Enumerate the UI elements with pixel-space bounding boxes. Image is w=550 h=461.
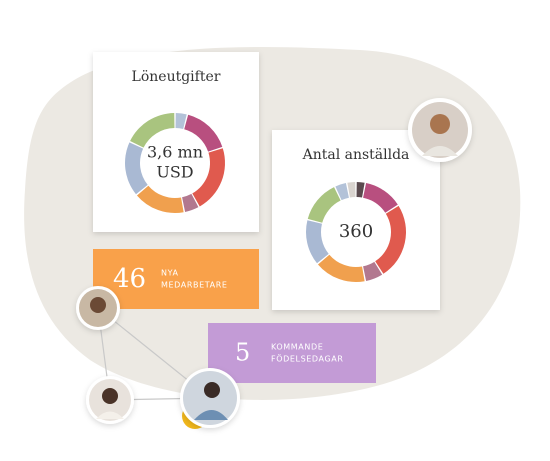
donut-segment — [317, 254, 365, 282]
stat-label: MEDARBETARE — [161, 281, 228, 290]
donut-segment — [363, 183, 398, 213]
donut-segment — [136, 185, 184, 213]
donut-segment — [375, 205, 406, 274]
stat-label: NYA — [161, 269, 179, 278]
stat-number: 46 — [113, 264, 146, 294]
card-title: Löneutgifter — [132, 69, 221, 85]
donut-segment — [184, 114, 223, 152]
donut-segment — [347, 182, 356, 198]
donut-segment — [307, 187, 341, 223]
stat-label: FÖDELSEDAGAR — [271, 354, 344, 364]
center-text: 360 — [339, 221, 373, 242]
donut-segment — [335, 183, 349, 201]
donut-segment — [356, 182, 365, 198]
avatar — [86, 376, 134, 424]
avatar — [180, 368, 240, 428]
donut-segment — [305, 220, 329, 264]
avatar — [76, 286, 120, 330]
stat-card — [208, 323, 376, 383]
donut-segment — [130, 113, 175, 148]
donut-segment — [175, 113, 187, 129]
donut-segment — [192, 148, 225, 207]
card-title: Antal anställda — [302, 147, 410, 163]
center-text: 3,6 mn — [147, 143, 203, 162]
donut-segment — [125, 142, 148, 195]
donut-segment — [363, 261, 383, 281]
stat-label: KOMMANDE — [271, 343, 323, 352]
center-text: USD — [156, 163, 193, 182]
avatar — [408, 98, 472, 162]
stat-number: 5 — [235, 339, 250, 367]
avatars — [76, 98, 472, 428]
stat-card — [93, 249, 259, 309]
donut-segment — [182, 193, 199, 212]
